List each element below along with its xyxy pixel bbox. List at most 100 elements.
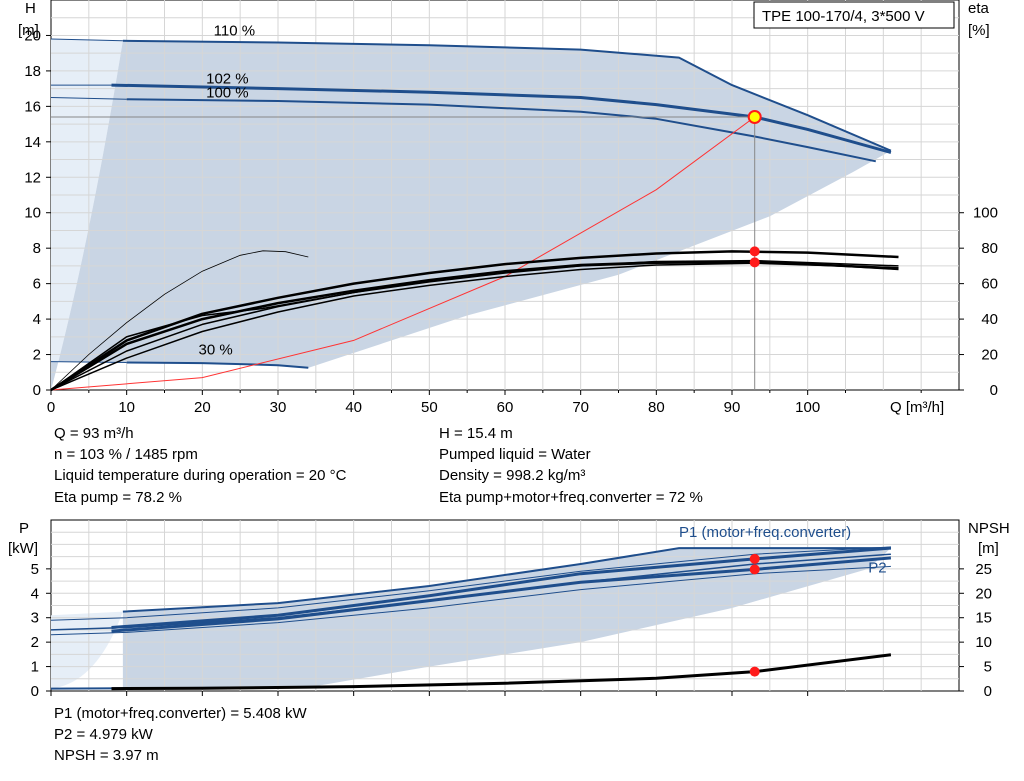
q-tick-label: 30 — [270, 399, 287, 416]
p-point-1 — [749, 564, 760, 575]
info-h: H = 15.4 m — [439, 425, 513, 442]
top-axes: 0 10 20 30 40 50 60 70 80 90 100 0 2 4 6 8 10 12 14 16 18 20 0… — [24, 27, 998, 416]
q-tick-label: 10 — [118, 399, 135, 416]
npsh-tick-label: 10 — [975, 634, 992, 651]
title-box: TPE 100-170/4, 3*500 V — [753, 1, 955, 29]
bottom-curve-label-1: P2 — [868, 560, 886, 577]
info-p1: P1 (motor+freq.converter) = 5.408 kW — [54, 705, 307, 722]
h-110-extension — [50, 38, 123, 42]
curve-label-0: 110 % — [214, 22, 255, 39]
eta-point-0 — [749, 246, 760, 257]
system-curve — [50, 116, 755, 391]
q-tick-label: 100 — [795, 399, 820, 416]
top-curves: 110 % 102 %100 % 30 % — [50, 22, 899, 392]
npsh-point — [749, 666, 760, 677]
p1-102-curve — [111, 546, 892, 629]
info-eta-total: Eta pump+motor+freq.converter = 72 % — [439, 489, 703, 506]
curve-label-3: 30 % — [199, 342, 233, 359]
top-operating-area — [51, 39, 891, 390]
h-30-curve — [126, 361, 309, 369]
npsh-axis-label: NPSH — [968, 520, 1010, 537]
q-tick-label: 90 — [724, 399, 741, 416]
top-chart: 110 %102 %100 %30 % 0 10 20 30 40 50 60 70 80 90 1… — [18, 0, 998, 416]
light-zone — [51, 39, 123, 390]
chart-title: TPE 100-170/4, 3*500 V — [762, 8, 925, 25]
h-100-curve — [126, 98, 877, 163]
q-tick-label: 80 — [648, 399, 665, 416]
npsh-tick-label: 15 — [975, 610, 992, 627]
curve-label-2: 100 % — [206, 85, 249, 102]
info-liquid-temp: Liquid temperature during operation = 20… — [54, 467, 347, 484]
eta-axis-unit: [%] — [968, 22, 990, 39]
bottom-chart: P1 (motor+freq.converter) P2 0 1 2 3 4 5 0 5 10 15… — [8, 519, 1010, 700]
h-tick-label: 12 — [24, 169, 41, 186]
operating-area — [51, 40, 891, 390]
h-102-curve — [111, 83, 892, 154]
eta-point-1 — [749, 257, 760, 268]
bottom-curves: P1 (motor+freq.converter) P2 — [50, 524, 892, 691]
h-axis-unit: [m] — [18, 22, 39, 39]
npsh-axis-unit: [m] — [978, 540, 999, 557]
npsh-tick-label: 20 — [975, 585, 992, 602]
npsh-tick-label: 5 — [984, 659, 992, 676]
eta-5-curve — [50, 262, 899, 391]
info-q: Q = 93 m³/h — [54, 425, 134, 442]
h-tick-label: 2 — [33, 347, 41, 364]
p-tick-label: 4 — [31, 585, 39, 602]
h-110-curve — [122, 39, 892, 152]
h-tick-label: 14 — [24, 134, 41, 151]
info-eta-pump: Eta pump = 78.2 % — [54, 489, 182, 506]
p1-110-curve — [122, 547, 891, 613]
h-tick-label: 8 — [33, 240, 41, 257]
info-p2: P2 = 4.979 kW — [54, 726, 153, 743]
curve-label-1: 102 % — [206, 70, 249, 87]
h-tick-label: 4 — [33, 311, 41, 328]
h-axis-label: H — [25, 0, 36, 17]
eta-tick-label: 0 — [990, 382, 998, 399]
top-points — [747, 110, 762, 268]
h-tick-label: 16 — [24, 98, 41, 115]
p-tick-label: 0 — [31, 683, 39, 700]
q-tick-label: 0 — [47, 399, 55, 416]
bottom-points — [749, 553, 760, 677]
h-100-extension — [50, 97, 127, 100]
q-tick-label: 40 — [345, 399, 362, 416]
bottom-curve-label-0: P1 (motor+freq.converter) — [679, 524, 851, 541]
info-npsh: NPSH = 3.97 m — [54, 747, 159, 764]
eta-axis-label: eta — [968, 0, 990, 17]
h-tick-label: 20 — [24, 27, 41, 44]
h-tick-label: 10 — [24, 205, 41, 222]
eta-tick-label: 20 — [981, 347, 998, 364]
p-tick-label: 1 — [31, 659, 39, 676]
q-tick-label: 70 — [572, 399, 589, 416]
info-pumped-liquid: Pumped liquid = Water — [439, 446, 591, 463]
p-axis-unit: [kW] — [8, 540, 38, 557]
q-tick-label: 60 — [497, 399, 514, 416]
eta-tick-label: 40 — [981, 311, 998, 328]
p-tick-label: 5 — [31, 561, 39, 578]
bottom-axes: 0 1 2 3 4 5 0 5 10 15 20 25 — [31, 561, 992, 700]
h-tick-label: 6 — [33, 276, 41, 293]
eta-thin-curve — [50, 250, 309, 391]
h-tick-label: 0 — [33, 382, 41, 399]
p-tick-label: 3 — [31, 610, 39, 627]
eta-1-curve — [50, 250, 899, 392]
q-axis-label: Q [m³/h] — [890, 399, 944, 416]
p-axis-label: P — [19, 520, 29, 537]
npsh-tick-label: 0 — [984, 683, 992, 700]
eta-tick-label: 60 — [981, 276, 998, 293]
eta-4-curve — [50, 259, 899, 391]
p-tick-label: 2 — [31, 634, 39, 651]
eta-tick-label: 80 — [981, 240, 998, 257]
npsh-tick-label: 25 — [975, 561, 992, 578]
bottom-light-zone — [51, 611, 123, 689]
h-tick-label: 18 — [24, 63, 41, 80]
eta-tick-label: 100 — [973, 205, 998, 222]
eta-3-curve — [50, 261, 899, 391]
duty-point — [747, 110, 762, 124]
q-tick-label: 50 — [421, 399, 438, 416]
info-n: n = 103 % / 1485 rpm — [54, 446, 198, 463]
p2-102-curve — [111, 556, 892, 633]
p-point-0 — [749, 553, 760, 564]
